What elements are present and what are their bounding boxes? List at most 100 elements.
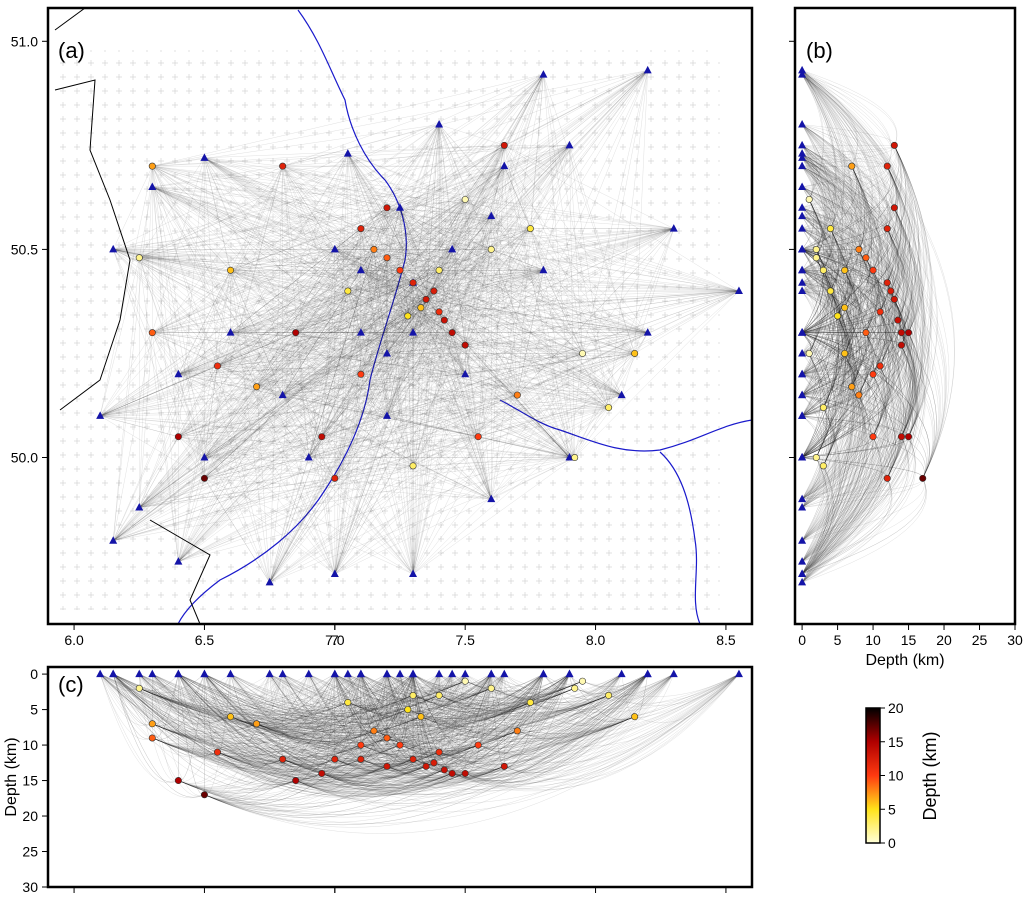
event	[319, 770, 325, 776]
x-tick-label: 30	[1007, 632, 1023, 648]
x-tick-label: 10	[865, 632, 881, 648]
event	[849, 384, 855, 390]
event	[423, 296, 429, 302]
event	[891, 296, 897, 302]
event	[332, 756, 338, 762]
event	[884, 280, 890, 286]
event	[214, 749, 220, 755]
station	[344, 670, 352, 678]
event	[397, 267, 403, 273]
event	[514, 392, 520, 398]
event	[820, 463, 826, 469]
event	[371, 246, 377, 252]
x-tick-label: 20	[936, 632, 952, 648]
event	[397, 742, 403, 748]
event	[279, 163, 285, 169]
event	[898, 434, 904, 440]
event	[358, 742, 364, 748]
event	[863, 255, 869, 261]
event	[870, 434, 876, 440]
station	[279, 670, 287, 678]
event	[884, 225, 890, 231]
station	[331, 670, 339, 678]
event	[877, 309, 883, 315]
event	[898, 342, 904, 348]
event	[441, 317, 447, 323]
x-tick-label: 7.0	[325, 632, 345, 648]
event	[813, 454, 819, 460]
station	[109, 670, 117, 678]
event	[371, 728, 377, 734]
event	[827, 225, 833, 231]
event	[834, 313, 840, 319]
station	[670, 670, 678, 678]
y-tick-label: 51.0	[11, 33, 38, 49]
event	[891, 205, 897, 211]
x-tick-label: 0	[798, 632, 806, 648]
event	[227, 713, 233, 719]
colorbar-tick-label: 0	[888, 835, 896, 851]
event	[527, 699, 533, 705]
y-tick-label: 50.0	[11, 450, 38, 466]
event	[579, 678, 585, 684]
y-tick-label: 25	[22, 844, 38, 860]
event	[841, 267, 847, 273]
event	[293, 777, 299, 783]
event	[870, 267, 876, 273]
station	[565, 670, 573, 678]
station	[357, 670, 365, 678]
station	[200, 670, 208, 678]
x-tick-label: 15	[901, 632, 917, 648]
station	[409, 670, 417, 678]
station	[539, 670, 547, 678]
event	[410, 692, 416, 698]
event	[253, 721, 259, 727]
event	[358, 371, 364, 377]
station	[487, 670, 495, 678]
event	[605, 692, 611, 698]
event	[449, 329, 455, 335]
event	[884, 475, 890, 481]
event	[423, 763, 429, 769]
event	[827, 288, 833, 294]
event	[898, 329, 904, 335]
event	[149, 329, 155, 335]
event	[345, 288, 351, 294]
event	[175, 434, 181, 440]
event	[149, 735, 155, 741]
event	[462, 678, 468, 684]
event	[410, 463, 416, 469]
event	[345, 699, 351, 705]
event	[895, 317, 901, 323]
event	[384, 255, 390, 261]
event	[813, 246, 819, 252]
event	[888, 288, 894, 294]
event	[214, 363, 220, 369]
y-tick-label: 30	[22, 879, 38, 894]
y-tick-label: 15	[22, 773, 38, 789]
station	[435, 670, 443, 678]
event	[475, 434, 481, 440]
station	[135, 670, 143, 678]
event	[870, 371, 876, 377]
event	[405, 313, 411, 319]
event	[418, 304, 424, 310]
event	[279, 756, 285, 762]
y-tick-label: 10	[22, 737, 38, 753]
event	[501, 763, 507, 769]
event	[462, 342, 468, 348]
y-tick-label: 5	[30, 702, 38, 718]
event	[501, 142, 507, 148]
event	[579, 350, 585, 356]
event	[410, 756, 416, 762]
event	[384, 735, 390, 741]
event	[820, 404, 826, 410]
event	[332, 475, 338, 481]
event	[431, 760, 437, 766]
event	[358, 756, 364, 762]
event	[436, 692, 442, 698]
station	[798, 120, 806, 128]
station	[396, 670, 404, 678]
event	[136, 685, 142, 691]
event	[201, 475, 207, 481]
